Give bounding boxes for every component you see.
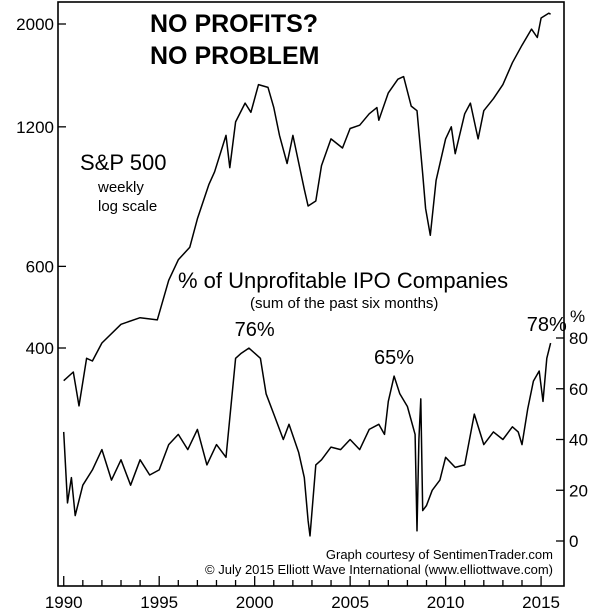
- peak-annotation: 65%: [374, 347, 414, 369]
- left-tick-label: 1200: [16, 118, 54, 137]
- x-axis: 1990 1995 2000 2005 2010 2015: [45, 576, 560, 612]
- right-tick-label: 80: [569, 329, 588, 348]
- spx-sublabel-weekly: weekly: [97, 179, 144, 196]
- x-tick-label: 2015: [522, 593, 560, 612]
- left-axis: 400 600 1200 2000: [16, 15, 66, 358]
- headline-line1: NO PROFITS?: [150, 10, 318, 38]
- peak-annotation: 78%: [527, 314, 567, 336]
- ipo-annotations: 76% 65% 78%: [235, 314, 567, 369]
- right-tick-label: 60: [569, 380, 588, 399]
- x-tick-label: 1990: [45, 593, 83, 612]
- ipo-title: % of Unprofitable IPO Companies: [178, 268, 508, 293]
- right-axis: 0 20 40 60 80%: [556, 307, 588, 551]
- spx-label: S&P 500: [80, 150, 166, 175]
- right-tick-label: 0: [569, 532, 578, 551]
- left-tick-label: 600: [26, 257, 54, 276]
- x-tick-label: 2010: [427, 593, 465, 612]
- right-tick-label: 40: [569, 431, 588, 450]
- credit-sentimentrader: Graph courtesy of SentimenTrader.com: [326, 547, 553, 562]
- spx-series-line: [63, 12, 551, 407]
- credit-elliottwave: © July 2015 Elliott Wave International (…: [205, 562, 553, 577]
- left-tick-label: 400: [26, 339, 54, 358]
- x-tick-label: 2005: [331, 593, 369, 612]
- ipo-series-line: [62, 342, 552, 537]
- right-axis-unit: %: [570, 307, 585, 326]
- spx-sublabel-scale: log scale: [98, 198, 157, 215]
- x-tick-label: 2000: [236, 593, 274, 612]
- ipo-subtitle: (sum of the past six months): [250, 295, 438, 312]
- peak-annotation: 76%: [235, 319, 275, 341]
- right-tick-label: 20: [569, 481, 588, 500]
- headline-line2: NO PROBLEM: [150, 42, 319, 70]
- x-tick-label: 1995: [140, 593, 178, 612]
- plot-frame: [57, 1, 565, 587]
- left-tick-label: 2000: [16, 15, 54, 34]
